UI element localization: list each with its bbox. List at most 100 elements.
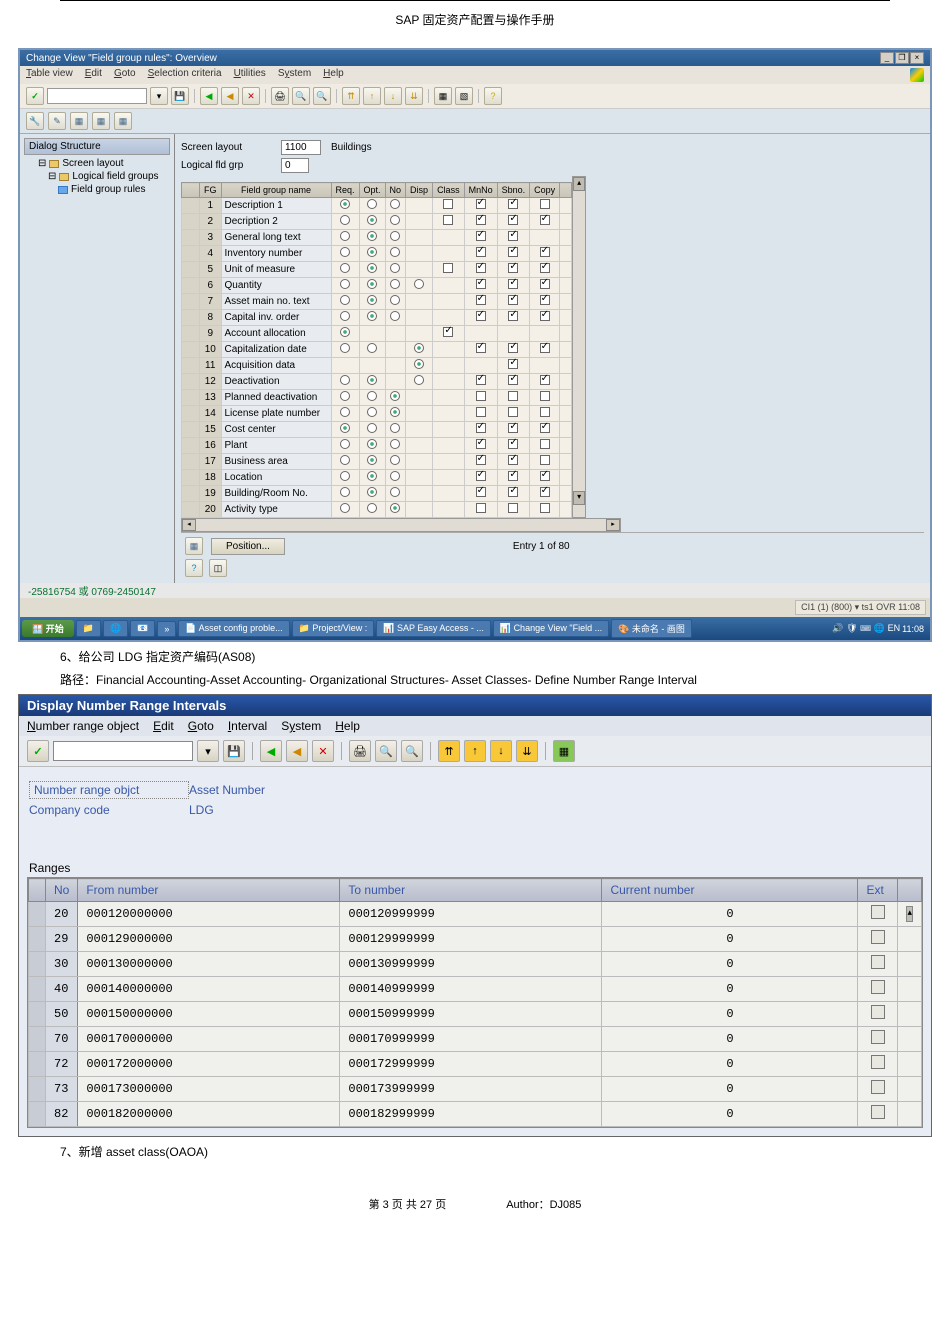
tree-item[interactable]: ⊟Screen layout	[24, 157, 170, 170]
dropdown-icon[interactable]: ▾	[150, 87, 168, 105]
prev-icon[interactable]: ↑	[464, 740, 486, 762]
icon[interactable]: ▦	[185, 537, 203, 555]
task-item[interactable]: »	[157, 621, 176, 637]
icon[interactable]: ▦	[553, 740, 575, 762]
menu-item[interactable]: Selection criteria	[148, 68, 222, 82]
icon[interactable]: 🔧	[26, 112, 44, 130]
table-row[interactable]: 12Deactivation	[182, 374, 572, 390]
command-field[interactable]	[53, 741, 193, 761]
maximize-icon[interactable]: ❐	[895, 52, 909, 64]
table-row[interactable]: 20Activity type	[182, 502, 572, 518]
vscroll[interactable]: ▴▾	[572, 176, 586, 518]
menu-item[interactable]: Goto	[188, 719, 214, 733]
tb-icon[interactable]: ▧	[455, 87, 473, 105]
cancel-icon[interactable]: ✕	[312, 740, 334, 762]
cancel-icon[interactable]: ✕	[242, 87, 260, 105]
last-icon[interactable]: ⇊	[516, 740, 538, 762]
last-icon[interactable]: ⇊	[405, 87, 423, 105]
task-item[interactable]: 📁	[76, 620, 101, 637]
help-icon[interactable]: ?	[185, 559, 203, 577]
command-field[interactable]	[47, 88, 147, 104]
table-row[interactable]: 7Asset main no. text	[182, 294, 572, 310]
first-icon[interactable]: ⇈	[438, 740, 460, 762]
table-row[interactable]: 10Capitalization date	[182, 342, 572, 358]
back-icon[interactable]: ◀	[200, 87, 218, 105]
icon[interactable]: ▦	[92, 112, 110, 130]
table-row[interactable]: 4Inventory number	[182, 246, 572, 262]
tb-icon[interactable]: ▦	[434, 87, 452, 105]
table-row[interactable]: 17Business area	[182, 454, 572, 470]
task-item[interactable]: 📁 Project/View :	[292, 620, 375, 637]
start-button[interactable]: 🪟 开始	[22, 620, 74, 637]
print-icon[interactable]: 🖨	[271, 87, 289, 105]
table-row[interactable]: 9Account allocation	[182, 326, 572, 342]
icon[interactable]: ◫	[209, 559, 227, 577]
screen-layout-input[interactable]	[281, 140, 321, 155]
task-item[interactable]: 📊 Change View "Field ...	[493, 620, 609, 637]
menu-item[interactable]: System	[278, 68, 311, 82]
find-icon[interactable]: 🔍	[292, 87, 310, 105]
table-row[interactable]: 200001200000000001209999990▴	[29, 902, 922, 927]
table-row[interactable]: 18Location	[182, 470, 572, 486]
task-item[interactable]: 🎨 未命名 - 画图	[611, 619, 692, 638]
menu-item[interactable]: Utilities	[234, 68, 266, 82]
find-icon[interactable]: 🔍	[375, 740, 397, 762]
table-row[interactable]: 14License plate number	[182, 406, 572, 422]
next-icon[interactable]: ↓	[490, 740, 512, 762]
menu-item[interactable]: Interval	[228, 719, 267, 733]
table-row[interactable]: 300001300000000001309999990	[29, 952, 922, 977]
save-icon[interactable]: 💾	[171, 87, 189, 105]
table-row[interactable]: 15Cost center	[182, 422, 572, 438]
enter-icon[interactable]: ✓	[27, 740, 49, 762]
next-icon[interactable]: ↓	[384, 87, 402, 105]
menu-item[interactable]: System	[281, 719, 321, 733]
findnext-icon[interactable]: 🔍	[313, 87, 331, 105]
findnext-icon[interactable]: 🔍	[401, 740, 423, 762]
prev-icon[interactable]: ↑	[363, 87, 381, 105]
menu-item[interactable]: Number range object	[27, 719, 139, 733]
tree-item[interactable]: ⊟Logical field groups	[24, 170, 170, 183]
table-row[interactable]: 6Quantity	[182, 278, 572, 294]
table-row[interactable]: 500001500000000001509999990	[29, 1002, 922, 1027]
table-row[interactable]: 720001720000000001729999990	[29, 1052, 922, 1077]
table-row[interactable]: 19Building/Room No.	[182, 486, 572, 502]
save-icon[interactable]: 💾	[223, 740, 245, 762]
task-item[interactable]: 🌐	[103, 620, 128, 637]
menu-item[interactable]: Goto	[114, 68, 136, 82]
icon[interactable]: ✎	[48, 112, 66, 130]
hscroll[interactable]: ◂▸	[181, 518, 621, 532]
print-icon[interactable]: 🖨	[349, 740, 371, 762]
menu-item[interactable]: Edit	[85, 68, 102, 82]
table-row[interactable]: 820001820000000001829999990	[29, 1102, 922, 1127]
table-row[interactable]: 1Description 1	[182, 198, 572, 214]
table-row[interactable]: 3General long text	[182, 230, 572, 246]
task-item[interactable]: 📊 SAP Easy Access - ...	[376, 620, 491, 637]
menu-item[interactable]: Table view	[26, 68, 73, 82]
logical-grp-input[interactable]	[281, 158, 309, 173]
table-row[interactable]: 16Plant	[182, 438, 572, 454]
close-icon[interactable]: ×	[910, 52, 924, 64]
table-row[interactable]: 400001400000000001409999990	[29, 977, 922, 1002]
menu-item[interactable]: Edit	[153, 719, 174, 733]
icon[interactable]: ▦	[114, 112, 132, 130]
exit-icon[interactable]: ◀	[286, 740, 308, 762]
table-row[interactable]: 700001700000000001709999990	[29, 1027, 922, 1052]
icon[interactable]: ▦	[70, 112, 88, 130]
table-row[interactable]: 2Decription 2	[182, 214, 572, 230]
table-row[interactable]: 8Capital inv. order	[182, 310, 572, 326]
task-item[interactable]: 📧	[130, 620, 155, 637]
enter-icon[interactable]: ✓	[26, 87, 44, 105]
table-row[interactable]: 730001730000000001739999990	[29, 1077, 922, 1102]
minimize-icon[interactable]: _	[880, 52, 894, 64]
back-icon[interactable]: ◀	[260, 740, 282, 762]
dropdown-icon[interactable]: ▾	[197, 740, 219, 762]
tree-item[interactable]: Field group rules	[24, 183, 170, 196]
table-row[interactable]: 5Unit of measure	[182, 262, 572, 278]
exit-icon[interactable]: ◀	[221, 87, 239, 105]
help-icon[interactable]: ?	[484, 87, 502, 105]
task-item[interactable]: 📄 Asset config proble...	[178, 620, 289, 637]
menu-item[interactable]: Help	[323, 68, 344, 82]
position-button[interactable]: Position...	[211, 538, 285, 555]
table-row[interactable]: 13Planned deactivation	[182, 390, 572, 406]
table-row[interactable]: 11Acquisition data	[182, 358, 572, 374]
